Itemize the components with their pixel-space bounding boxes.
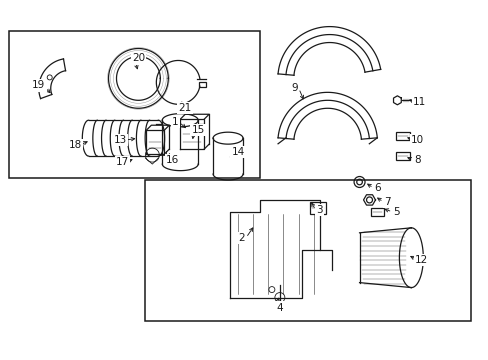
Bar: [370, 208, 384, 216]
Text: 11: 11: [412, 97, 425, 107]
Text: 3: 3: [316, 205, 323, 215]
Text: 18: 18: [69, 140, 82, 150]
Bar: [396, 152, 409, 160]
Text: 21: 21: [178, 103, 191, 113]
Text: 15: 15: [191, 125, 204, 135]
Text: 19: 19: [32, 80, 45, 90]
Text: 13: 13: [114, 135, 127, 145]
Text: 10: 10: [410, 135, 423, 145]
Text: 8: 8: [413, 155, 420, 165]
Bar: [199, 82, 205, 87]
Bar: [309, 202, 325, 214]
Text: 14: 14: [231, 147, 244, 157]
Text: 9: 9: [291, 84, 298, 93]
Text: 5: 5: [392, 207, 399, 217]
Text: 16: 16: [165, 155, 179, 165]
Text: 17: 17: [116, 157, 129, 167]
Text: 7: 7: [384, 197, 390, 207]
Bar: [396, 132, 409, 140]
Text: 6: 6: [373, 183, 380, 193]
Bar: [9, 31, 260, 178]
Bar: [145, 180, 470, 321]
Text: 20: 20: [132, 54, 144, 63]
Text: 2: 2: [238, 233, 245, 243]
Text: 4: 4: [276, 302, 283, 312]
Text: 1: 1: [172, 117, 178, 127]
Text: 12: 12: [414, 255, 427, 265]
